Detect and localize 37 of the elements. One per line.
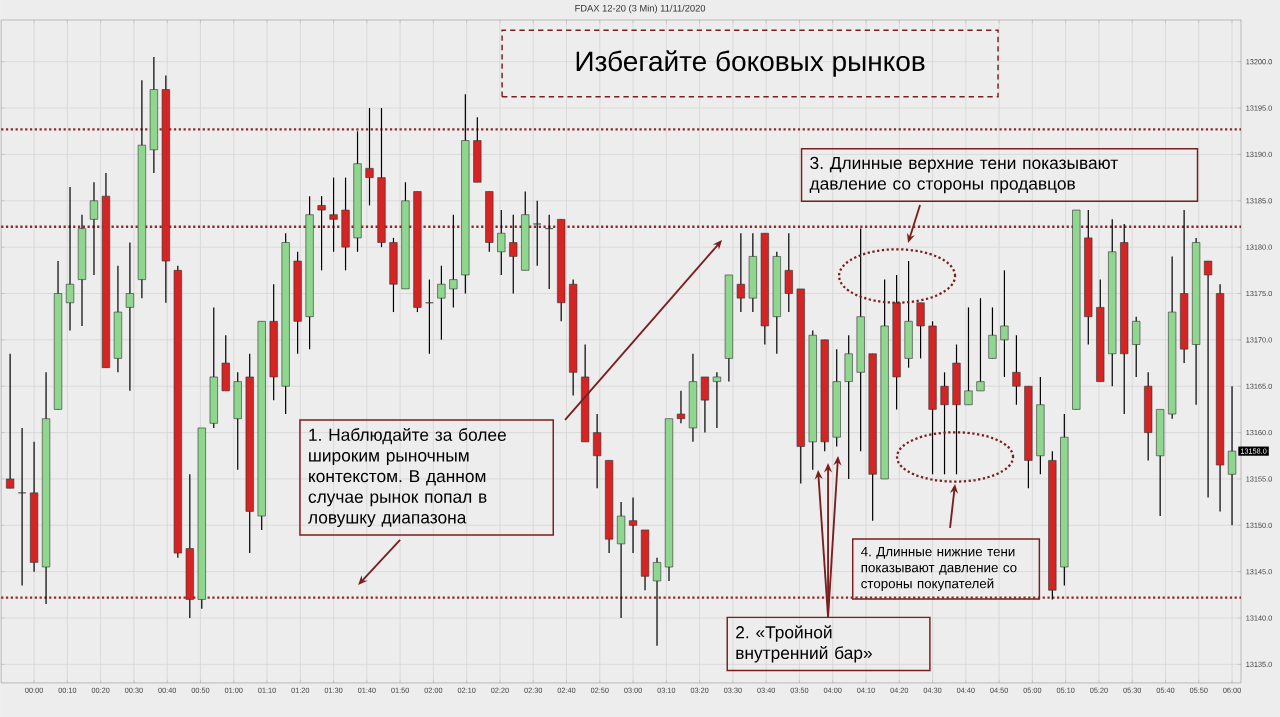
annotation: 1. Наблюдайте за более широким рыночным контекстом. В данном случае рынок попал в ловушку диапазона xyxy=(308,427,506,528)
candlestick xyxy=(964,306,973,406)
candlestick xyxy=(329,177,338,253)
candlestick xyxy=(916,302,925,360)
candlestick xyxy=(676,390,686,424)
candlestick xyxy=(628,496,638,554)
candlestick xyxy=(700,376,710,434)
chart-title: FDAX 12-20 (3 Min) 11/11/2020 xyxy=(575,4,706,14)
candlestick xyxy=(6,353,15,489)
candlestick xyxy=(509,214,518,295)
candlestick xyxy=(784,232,793,313)
candlestick xyxy=(652,557,662,647)
candlestick xyxy=(18,427,27,587)
candlestick xyxy=(437,265,446,341)
candlestick xyxy=(712,371,722,429)
candlestick xyxy=(1203,260,1213,499)
annotation: 3. Длинные верхние тени показывают давление со стороны продавцов xyxy=(809,156,1118,194)
candlestick xyxy=(497,209,506,276)
candlestick xyxy=(365,107,374,207)
candlestick xyxy=(1227,385,1237,526)
candlestick xyxy=(125,241,135,392)
candlestick xyxy=(736,232,745,313)
candlestick xyxy=(89,181,99,276)
candlestick xyxy=(940,371,949,475)
candlestick xyxy=(65,186,75,332)
candlestick xyxy=(533,200,542,267)
candlestick xyxy=(988,306,997,360)
candlestick xyxy=(1000,269,1009,378)
candlestick xyxy=(593,413,602,489)
candlestick xyxy=(976,297,985,392)
candlestick xyxy=(317,195,326,271)
text: Избегайте боковых рынков xyxy=(576,50,925,77)
annotation: 4. Длинные нижние тени показывают давление со стороны покупателей xyxy=(861,546,1017,591)
candlestick xyxy=(1132,316,1141,378)
annotation: 2. «Тройной внутренний бар» xyxy=(736,625,872,663)
candlestick xyxy=(449,214,458,309)
candlestick xyxy=(1012,334,1021,406)
